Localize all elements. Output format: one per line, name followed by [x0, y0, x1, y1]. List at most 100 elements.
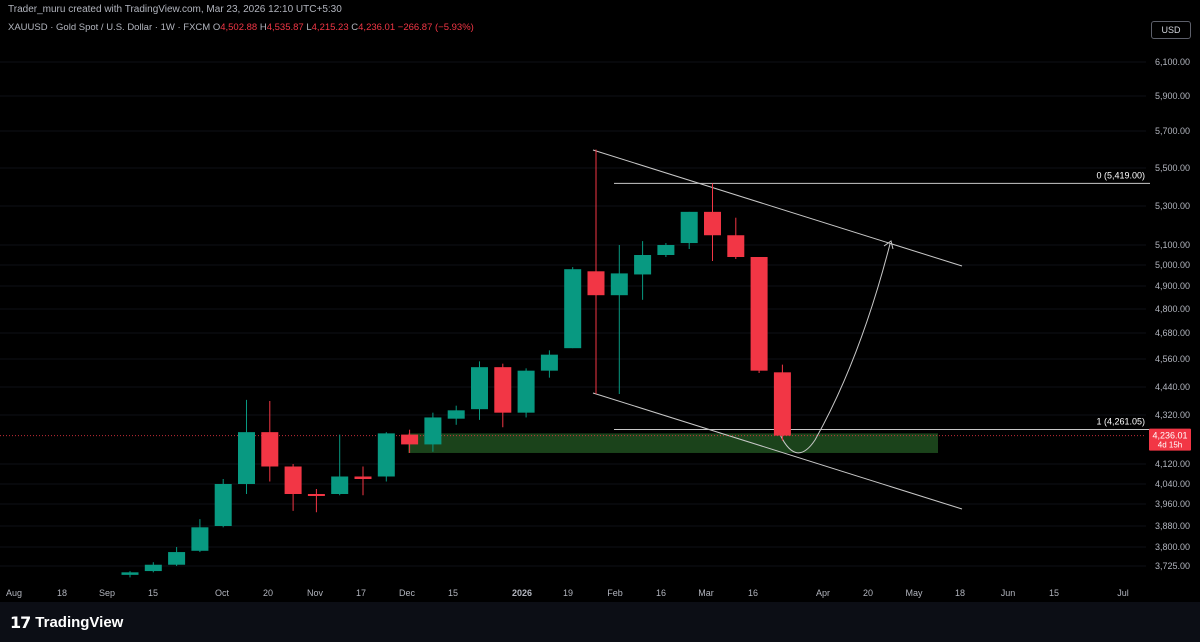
candle-body	[610, 273, 628, 296]
price-axis-label: 5,300.00	[1155, 201, 1190, 211]
candle-body	[773, 372, 791, 436]
grid	[0, 61, 1146, 567]
time-axis-label: 20	[263, 588, 273, 598]
change-value: −266.87 (−5.93%)	[397, 22, 474, 33]
candle-body	[634, 255, 652, 275]
low-label: L	[306, 22, 312, 33]
time-axis-label: Nov	[307, 588, 324, 598]
price-axis-label: 4,440.00	[1155, 382, 1190, 392]
candle-body	[168, 552, 186, 565]
candle-body	[587, 271, 605, 296]
time-axis-label: Jun	[1001, 588, 1016, 598]
close-label: C	[351, 22, 359, 33]
candle-body	[354, 476, 372, 479]
time-axis-label: May	[905, 588, 923, 598]
price-axis-label: 5,100.00	[1155, 240, 1190, 250]
candles	[121, 149, 791, 578]
price-axis-label: 4,320.00	[1155, 410, 1190, 420]
price-axis-label: 4,120.00	[1155, 459, 1190, 469]
high-label: H	[259, 22, 267, 33]
brand-name: TradingView	[35, 614, 124, 631]
drawings	[0, 149, 1150, 510]
price-axis-label: 5,500.00	[1155, 163, 1190, 173]
current-price-value: 4,236.01	[1152, 431, 1187, 441]
currency-button[interactable]: USD	[1151, 21, 1191, 39]
price-axis-label: 5,000.00	[1155, 260, 1190, 270]
time-axis-label: 20	[863, 588, 873, 598]
support-zone	[408, 433, 938, 453]
projection-arrow-icon	[883, 240, 894, 250]
price-axis-label: 5,700.00	[1155, 126, 1190, 136]
candle-body	[704, 211, 721, 236]
time-axis[interactable]: Aug 18 Sep 15 Oct 20 Nov 17 Dec 15 2026 19 Feb 16 Mar 1…	[6, 588, 1129, 598]
footer-bar	[0, 602, 1200, 642]
time-axis-label: Apr	[816, 588, 830, 598]
time-axis-label: 16	[748, 588, 758, 598]
tradingview-logo-icon: 17	[10, 613, 31, 632]
candle-body	[121, 572, 139, 575]
time-axis-label: 18	[955, 588, 965, 598]
price-axis-label: 4,560.00	[1155, 354, 1190, 364]
time-axis-label: Mar	[698, 588, 714, 598]
candle-body	[424, 417, 442, 445]
time-axis-label: 19	[563, 588, 573, 598]
price-axis-label: 3,800.00	[1155, 542, 1190, 552]
price-axis-label: 6,100.00	[1155, 57, 1190, 67]
candle-body	[540, 354, 558, 371]
candle-body	[727, 235, 745, 257]
candle-body	[750, 257, 768, 371]
candle-body	[214, 484, 232, 526]
candle-countdown: 4d 15h	[1158, 441, 1182, 450]
time-axis-label: 15	[148, 588, 158, 598]
symbol-name: XAUUSD · Gold Spot / U.S. Dollar · 1W · …	[8, 22, 211, 33]
candle-body	[238, 432, 255, 484]
price-axis-label: 4,680.00	[1155, 328, 1190, 338]
candle-body	[447, 410, 465, 419]
candle-body	[680, 211, 698, 244]
candle-body	[377, 433, 395, 477]
price-axis-label: 4,900.00	[1155, 281, 1190, 291]
candle-body	[191, 527, 209, 551]
candle-body	[564, 269, 582, 349]
current-price-tag	[1149, 428, 1191, 451]
price-axis-label: 4,040.00	[1155, 479, 1190, 489]
low-value: 4,215.23	[311, 22, 349, 33]
time-axis-label: Feb	[607, 588, 623, 598]
candle-body	[284, 466, 302, 494]
price-axis-label: 4,800.00	[1155, 304, 1190, 314]
fib-level-label: 1 (4,261.05)	[1096, 416, 1145, 426]
time-axis-label: Aug	[6, 588, 22, 598]
candle-body	[494, 367, 512, 413]
candle-body	[261, 432, 279, 467]
symbol-legend: XAUUSD · Gold Spot / U.S. Dollar · 1W · …	[8, 22, 474, 33]
time-axis-label: 17	[356, 588, 366, 598]
price-axis-label: 5,900.00	[1155, 91, 1190, 101]
time-axis-label: 15	[448, 588, 458, 598]
close-value: 4,236.01	[358, 22, 396, 33]
time-axis-label: Dec	[399, 588, 416, 598]
chart-credit: Trader_muru created with TradingView.com…	[8, 4, 342, 15]
candle-body	[471, 367, 488, 410]
time-axis-label: Jul	[1117, 588, 1129, 598]
candle-body	[657, 245, 675, 255]
time-axis-label: 2026	[512, 588, 532, 598]
tradingview-logo[interactable]: 17 TradingView	[10, 613, 123, 632]
time-axis-label: 16	[656, 588, 666, 598]
price-axis-label: 3,960.00	[1155, 499, 1190, 509]
fib-level-label: 0 (5,419.00)	[1096, 170, 1145, 180]
time-axis-label: Sep	[99, 588, 115, 598]
open-value: 4,502.88	[220, 22, 258, 33]
projection-curve	[777, 243, 891, 454]
price-axis[interactable]: 3,725.00 3,800.00 3,880.00 3,960.00 4,040.00…	[1155, 57, 1190, 571]
time-axis-label: 18	[57, 588, 67, 598]
time-axis-label: Oct	[215, 588, 230, 598]
channel-lower-line	[592, 392, 963, 510]
candle-body	[517, 370, 535, 413]
price-axis-label: 3,880.00	[1155, 521, 1190, 531]
high-value: 4,535.87	[266, 22, 304, 33]
time-axis-label: 15	[1049, 588, 1059, 598]
candle-body	[331, 476, 349, 494]
support-zone-rect	[408, 433, 938, 453]
price-chart[interactable]: 3,725.00 3,800.00 3,880.00 3,960.00 4,040.00…	[0, 0, 1200, 602]
candle-body	[144, 564, 162, 572]
